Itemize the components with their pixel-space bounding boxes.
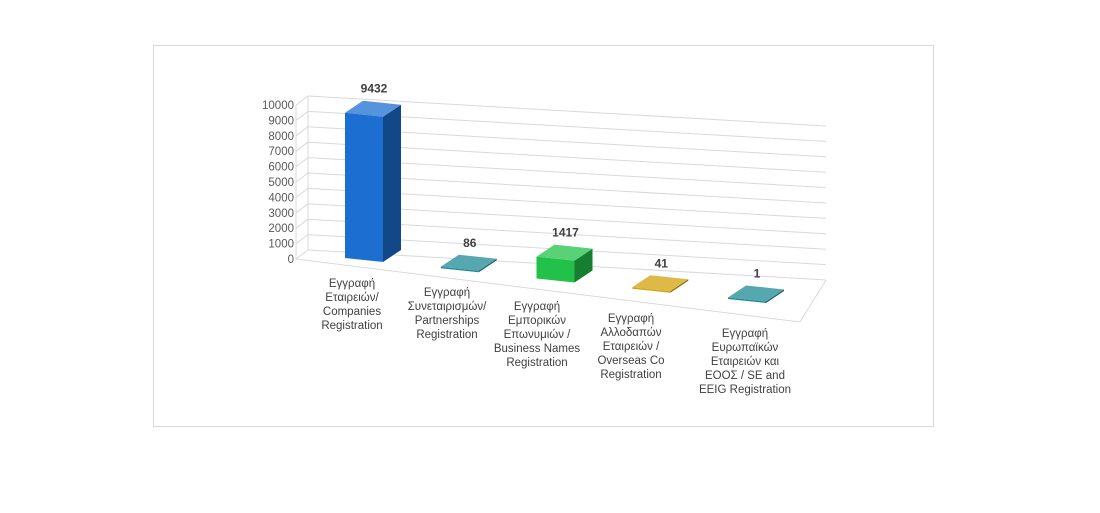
x-category-label-line: Εγγραφή [608,313,654,325]
x-category-label-line: Συνεταιρισμών/ [408,301,487,313]
side-gridline [295,249,309,260]
x-category-label-line: Επωνυμιών / [504,329,572,341]
bar-top [632,275,689,292]
x-category-label: Εγγραφή Αλλοδαπών Εταιρειών / Overseas Co Re… [597,313,664,381]
side-gridline [295,95,309,106]
data-label: 9432 [361,82,388,96]
x-category-label-line: Εταιρειών και [711,356,780,368]
bar-front [440,266,479,273]
bar-side [478,258,497,273]
x-category-label: Εγγραφή Εταιρειών/Companies Registration [321,278,382,332]
x-category-label-line: Registration [600,369,661,381]
y-tick-label: 8000 [268,131,294,143]
y-tick-label: 4000 [268,192,294,204]
x-category-label-line: Εγγραφή [722,328,768,340]
bar-front [536,256,575,283]
side-gridline [295,187,309,198]
side-gridline [295,111,309,121]
side-gridline [295,203,309,214]
bar-side [383,104,401,263]
y-axis-ticks: 0 1000 2000 3000 4000 5000 6000 7000 8000 9000 100… [262,100,294,266]
x-category-label-line: Companies [323,306,381,318]
x-category-label-line: Ευρωπαϊκών [712,342,779,354]
data-label: 86 [463,236,477,250]
gridline [307,95,827,127]
bar [345,100,401,263]
y-tick-label: 7000 [268,146,294,158]
data-label: 41 [655,256,669,270]
x-axis-labels: Εγγραφή Εταιρειών/Companies RegistrationΕγ… [321,278,791,396]
data-labels: 9432 86 1417 41 1 [361,82,761,281]
x-category-label-line: Εμπορικών [508,315,566,327]
x-category-label-line: Αλλοδαπών [601,327,662,339]
bar-front [728,297,766,303]
x-category-label-line: Εγγραφή [514,301,560,313]
bar-front [632,287,671,293]
bar-top [728,285,784,302]
y-tick-label: 9000 [268,115,294,127]
x-category-label: Εγγραφή Ευρωπαϊκών Εταιρειών και ΕΟΟΣ / SE … [699,328,791,396]
side-gridline [295,234,309,245]
x-category-label: Εγγραφή Εμπορικών Επωνυμιών / Business Name… [494,301,581,369]
x-category-label-line: Εγγραφή [424,287,470,299]
y-tick-label: 1000 [268,239,294,251]
bar-top [536,244,593,261]
x-category-label-line: Registration [506,357,567,369]
y-tick-label: 0 [288,254,294,266]
data-label: 1 [754,267,761,281]
side-gridline [295,141,309,152]
bar-top [440,254,497,271]
x-category-label-line: Εγγραφή [329,278,375,290]
y-tick-label: 5000 [268,177,294,189]
x-category-label: Εγγραφή Συνεταιρισμών/Partnerships Registr… [408,287,487,341]
side-gridline [295,126,309,137]
x-category-label-line: ΕΟΟΣ / SE and [705,370,785,382]
y-tick-label: 10000 [262,100,294,112]
bar [728,285,784,303]
x-category-label-line: Εταιρειών / [603,341,660,353]
bar-side [670,279,689,293]
data-label: 1417 [552,226,579,240]
floor-edge [295,258,827,323]
bar-top [345,100,401,117]
bar [632,275,689,293]
y-tick-label: 6000 [268,162,294,174]
x-category-label-line: Overseas Co [597,355,664,367]
bar-side [574,248,593,283]
x-category-label-line: Business Names [494,343,581,355]
x-category-label-line: EEIG Registration [699,384,791,396]
chart-frame [153,45,934,427]
x-category-label-line: Εταιρειών/ [325,292,379,304]
x-category-label-line: Partnerships [415,315,480,327]
side-gridline [295,218,309,229]
bar-side [766,289,784,303]
y-tick-label: 3000 [268,208,294,220]
x-category-label-line: Registration [416,329,477,341]
x-category-label-line: Registration [321,320,382,332]
bars [345,100,784,303]
side-gridline [295,172,309,183]
y-tick-label: 2000 [268,223,294,235]
bar [440,254,497,273]
bar [536,244,593,283]
side-gridline [295,157,309,168]
bar-front [345,112,383,263]
